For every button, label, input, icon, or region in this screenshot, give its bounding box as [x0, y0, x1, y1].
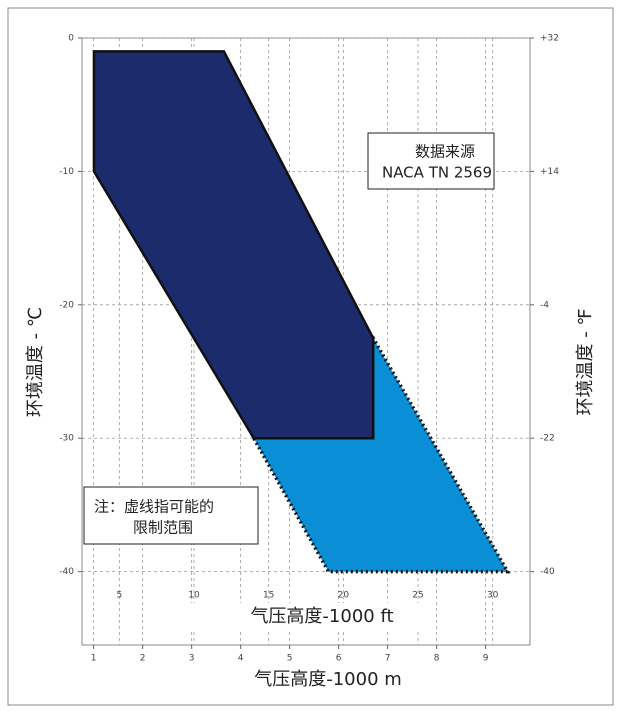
y2-tick-label: -22: [540, 434, 555, 444]
note-box: [83, 486, 259, 545]
y-tick-label: -30: [59, 434, 74, 444]
source-box: [367, 132, 495, 190]
x-tick-label: 15: [263, 591, 274, 601]
y-tick-label: -20: [59, 300, 74, 310]
x-tick-label: 25: [412, 591, 423, 601]
y2-tick-label: +14: [540, 167, 559, 177]
x-tick-label: 5: [116, 591, 122, 601]
x2-tick-label: 1: [91, 654, 97, 664]
source-line: 数据来源: [415, 143, 475, 161]
label-backdrop: [190, 603, 430, 631]
source-line: NACA TN 2569: [382, 164, 492, 182]
y-tick-label: 0: [68, 34, 74, 44]
y-axis-title: 环境温度 - ℃: [25, 307, 46, 417]
x2-tick-label: 9: [483, 654, 489, 664]
note-line: 限制范围: [133, 519, 193, 537]
x-tick-label: 30: [487, 591, 499, 601]
outer-border: [7, 7, 614, 706]
plot-layer: [82, 37, 530, 645]
x2-tick-label: 7: [385, 654, 391, 664]
note-line: 注：虚线指可能的: [94, 498, 214, 516]
y-tick-label: -40: [59, 567, 74, 577]
x2-tick-label: 8: [434, 654, 440, 664]
x-tick-label: 20: [338, 591, 350, 601]
envelope-region: [92, 50, 375, 440]
y2-tick-label: +32: [540, 34, 559, 44]
y2-tick-label: -4: [540, 300, 549, 310]
x2-axis-title: 气压高度-1000 m: [254, 669, 402, 690]
x2-tick-label: 3: [189, 654, 195, 664]
x2-tick-label: 2: [140, 654, 146, 664]
y2-tick-label: -40: [540, 567, 555, 577]
x2-tick-label: 4: [238, 654, 244, 664]
x-tick-label: 10: [188, 591, 200, 601]
y2-axis-title: 环境温度 - ℉: [575, 308, 596, 415]
x2-tick-label: 6: [336, 654, 342, 664]
x2-tick-label: 5: [287, 654, 293, 664]
y-tick-label: -10: [59, 167, 74, 177]
x-axis-title: 气压高度-1000 ft: [250, 606, 393, 627]
